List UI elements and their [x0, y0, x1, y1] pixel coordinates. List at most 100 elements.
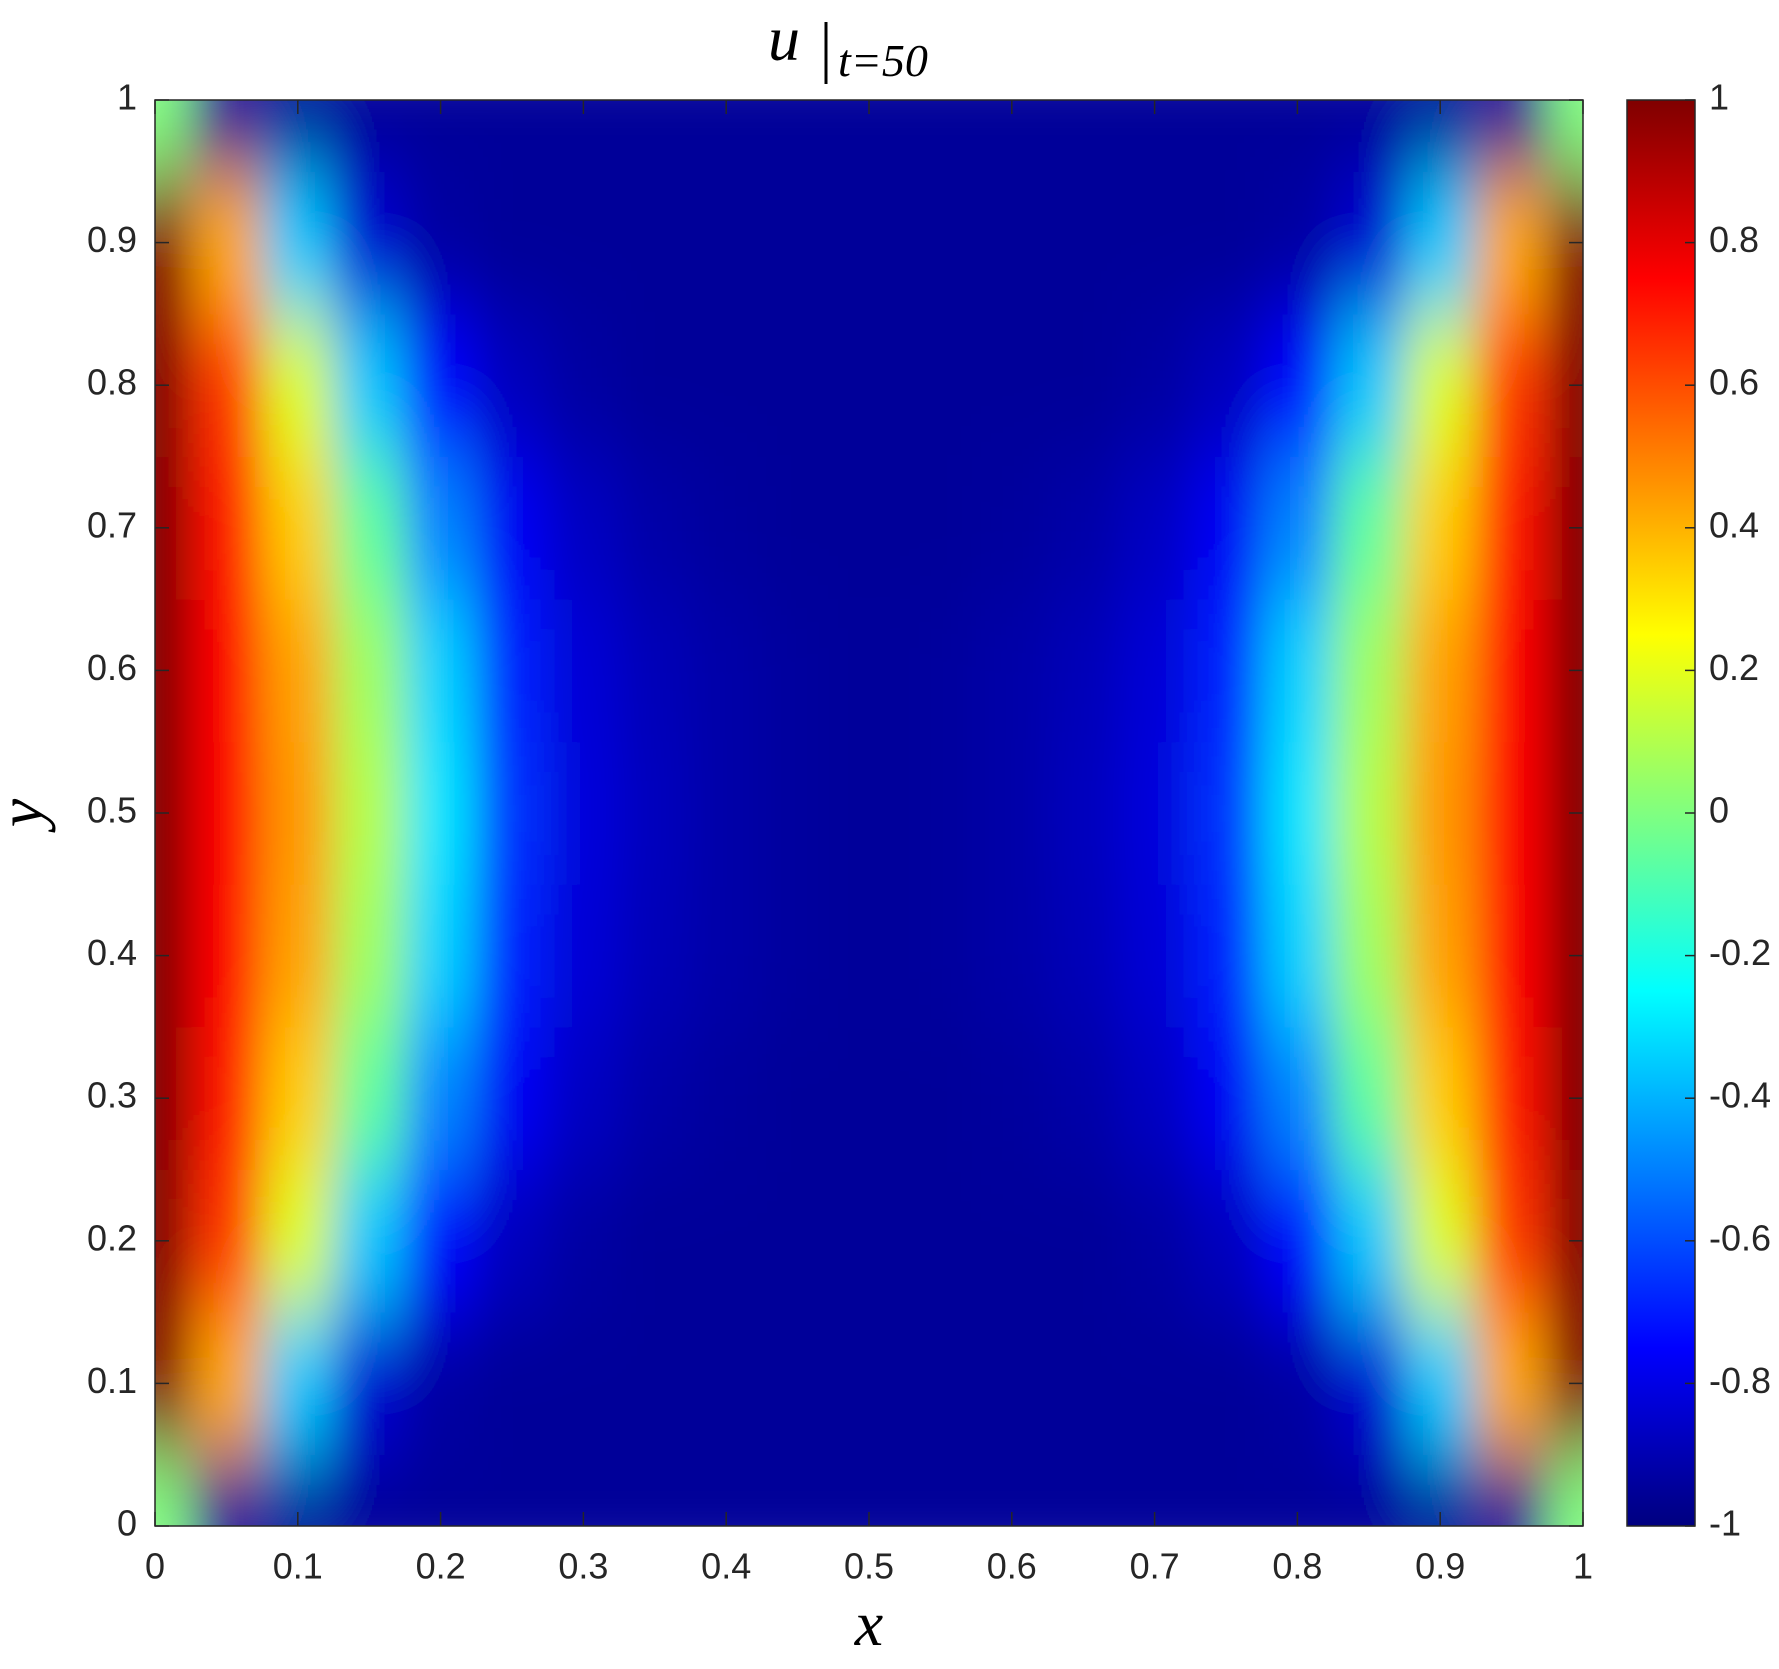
heatmap-cell	[690, 171, 763, 315]
heatmap-cell	[333, 1169, 406, 1313]
heatmap-cell	[976, 456, 1048, 600]
heatmap-cell	[1333, 456, 1405, 600]
heatmap-cell	[262, 171, 334, 315]
heatmap-cell	[547, 1169, 620, 1313]
heatmap-cell	[976, 741, 1048, 885]
heatmap-cell	[1190, 1169, 1263, 1313]
heatmap-cell	[619, 100, 691, 172]
heatmap-cell	[262, 741, 334, 885]
heatmap-cell	[547, 599, 620, 743]
heatmap-cell	[1047, 741, 1120, 885]
x-axis-label: x	[854, 1588, 883, 1659]
heatmap-cell	[476, 313, 549, 457]
x-tick-label: 0.1	[273, 1546, 323, 1587]
colorbar-tick-label: -1	[1709, 1503, 1741, 1544]
heatmap-cell	[690, 599, 763, 743]
heatmap-cell	[1118, 884, 1191, 1028]
heatmap-cell	[1333, 741, 1405, 885]
heatmap-cell	[1261, 1169, 1334, 1313]
heatmap-cell	[833, 171, 906, 315]
heatmap-cell	[404, 1169, 477, 1313]
heatmap-cell	[761, 313, 834, 457]
heatmap-cell	[1333, 1312, 1405, 1456]
heatmap-cell	[190, 599, 263, 743]
x-tick-label: 0.9	[1415, 1546, 1465, 1587]
heatmap-cell	[190, 456, 263, 600]
heatmap-cell	[904, 1312, 977, 1456]
heatmap-cell	[833, 741, 906, 885]
heatmap-cell	[1047, 1454, 1120, 1526]
heatmap-cell	[476, 100, 549, 172]
heatmap-cell	[1404, 599, 1477, 743]
heatmap-cell	[547, 171, 620, 315]
title-symbol: u	[768, 3, 800, 74]
heatmap-cell	[833, 599, 906, 743]
heatmap-cell	[333, 456, 406, 600]
heatmap-cell	[476, 1312, 549, 1456]
heatmap-cell	[547, 456, 620, 600]
heatmap-cell	[155, 100, 192, 172]
heatmap-cell	[761, 1454, 834, 1526]
heatmap-cell	[404, 884, 477, 1028]
heatmap-cell	[833, 456, 906, 600]
heatmap-cell	[904, 741, 977, 885]
heatmap-cell	[1118, 313, 1191, 457]
heatmap-cell	[761, 741, 834, 885]
heatmap-area	[155, 100, 1583, 1526]
heatmap-cell	[1333, 100, 1405, 172]
heatmap-cell	[619, 1454, 691, 1526]
heatmap-cell	[1261, 884, 1334, 1028]
heatmap-cell	[1118, 1026, 1191, 1170]
x-tick-label: 0.8	[1272, 1546, 1322, 1587]
heatmap-cell	[404, 599, 477, 743]
heatmap-cell	[1047, 884, 1120, 1028]
x-tick-label: 0.5	[844, 1546, 894, 1587]
heatmap-cell	[547, 313, 620, 457]
heatmap-cell	[1118, 171, 1191, 315]
heatmap-cell	[1047, 313, 1120, 457]
heatmap-cell	[333, 884, 406, 1028]
heatmap-cell	[761, 599, 834, 743]
heatmap-cell	[1118, 1169, 1191, 1313]
heatmap-cell	[1475, 1454, 1548, 1526]
heatmap-cell	[333, 1454, 406, 1526]
heatmap-cell	[262, 456, 334, 600]
heatmap-cell	[1475, 456, 1548, 600]
heatmap-cell	[476, 884, 549, 1028]
heatmap-cell	[1118, 1312, 1191, 1456]
heatmap-cell	[190, 100, 263, 172]
heatmap-cell	[904, 599, 977, 743]
heatmap-cell	[1261, 456, 1334, 600]
heatmap-cell	[1404, 456, 1477, 600]
heatmap-cell	[476, 171, 549, 315]
colorbar-tick-label: -0.8	[1709, 1360, 1771, 1401]
chart-title: u t=50	[768, 3, 928, 86]
heatmap-cell	[190, 1169, 263, 1313]
heatmap-cell	[619, 313, 691, 457]
heatmap-cell	[1190, 1454, 1263, 1526]
heatmap-cell	[761, 1169, 834, 1313]
heatmap-cell	[1404, 1312, 1477, 1456]
heatmap-cell	[190, 1454, 263, 1526]
heatmap-cells	[155, 100, 1583, 1526]
heatmap-cell	[404, 456, 477, 600]
heatmap-cell	[904, 1169, 977, 1313]
heatmap-cell	[1475, 884, 1548, 1028]
heatmap-cell	[476, 1454, 549, 1526]
heatmap-cell	[690, 1169, 763, 1313]
title-subscript: t=50	[838, 35, 928, 86]
heatmap-cell	[1047, 171, 1120, 315]
heatmap-cell	[547, 1026, 620, 1170]
heatmap-cell	[476, 1026, 549, 1170]
heatmap-cell	[333, 741, 406, 885]
heatmap-cell	[1333, 1454, 1405, 1526]
heatmap-cell	[333, 313, 406, 457]
heatmap-cell	[619, 1169, 691, 1313]
heatmap-cell	[1404, 1026, 1477, 1170]
y-axis-label: y	[0, 798, 56, 833]
colorbar-tick-label: -0.4	[1709, 1075, 1771, 1116]
heatmap-cell	[262, 1312, 334, 1456]
heatmap-cell	[404, 741, 477, 885]
heatmap-cell	[833, 1026, 906, 1170]
